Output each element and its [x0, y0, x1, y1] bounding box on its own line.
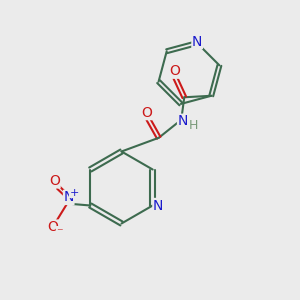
Text: ⁻: ⁻	[56, 226, 63, 240]
Text: N: N	[192, 34, 202, 49]
Text: N: N	[64, 190, 74, 204]
Text: O: O	[49, 174, 60, 188]
Text: N: N	[153, 199, 163, 212]
Text: H: H	[189, 119, 199, 132]
Text: +: +	[69, 188, 79, 198]
Text: N: N	[178, 114, 188, 128]
Text: O: O	[141, 106, 152, 120]
Text: O: O	[169, 64, 180, 78]
Text: O: O	[48, 220, 58, 234]
